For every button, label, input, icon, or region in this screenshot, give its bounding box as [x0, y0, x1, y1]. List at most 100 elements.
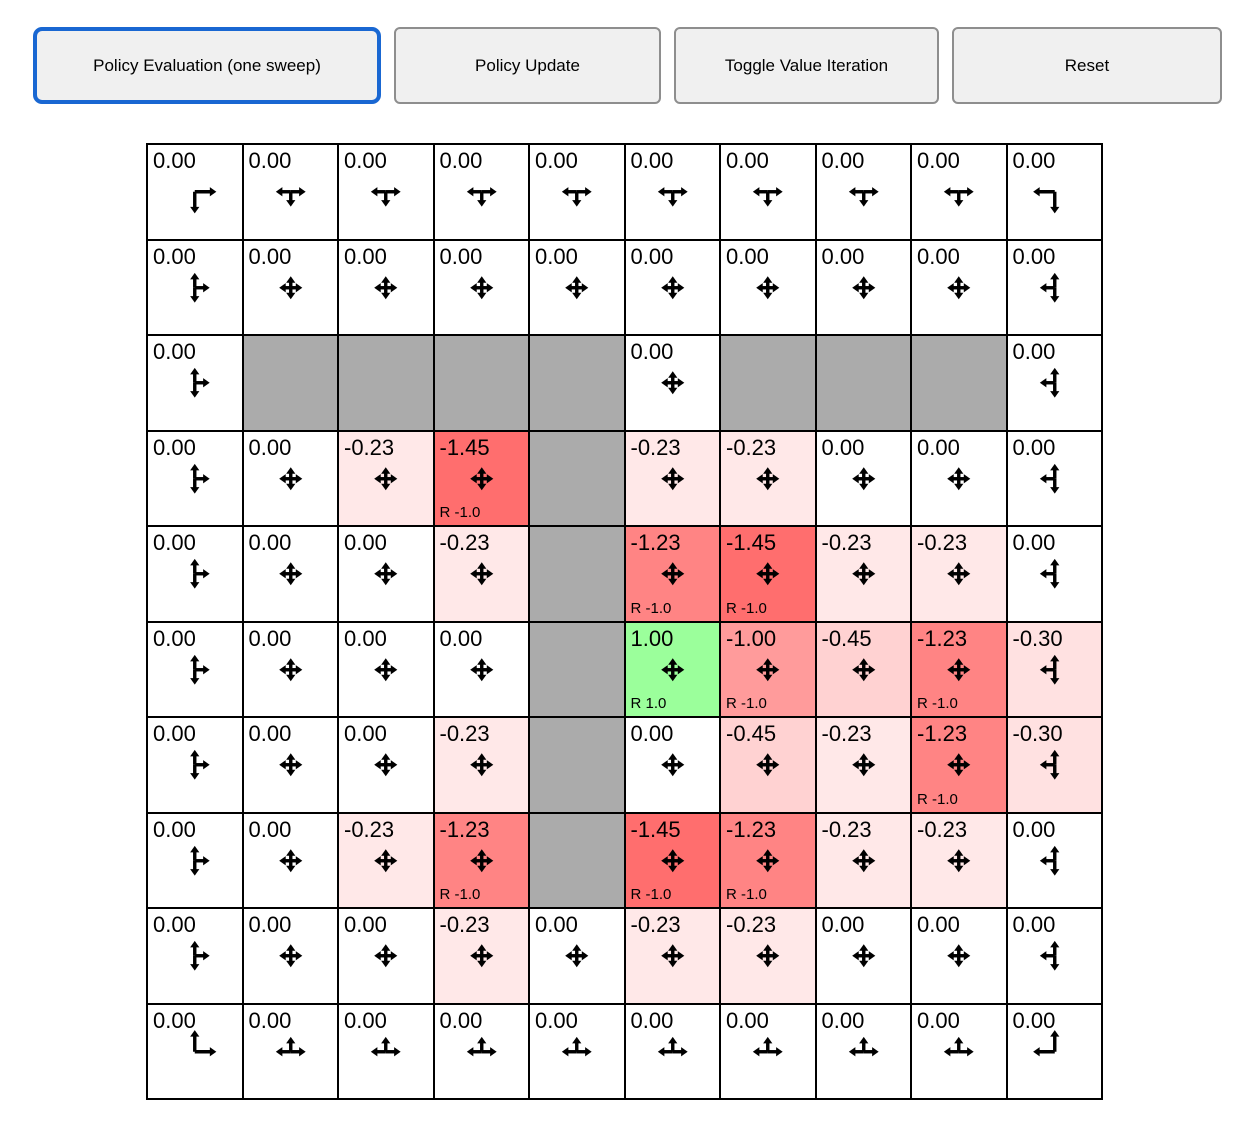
- wall-cell: [529, 526, 625, 622]
- policy-arrows-icon: [1039, 654, 1059, 685]
- grid-cell: 1.00 R 1.0: [624, 621, 720, 717]
- policy-arrows-icon: [1039, 463, 1059, 494]
- cell-value: 0.00: [630, 243, 674, 269]
- cell-value: 0.00: [344, 625, 387, 651]
- policy-arrows-icon: [469, 753, 493, 777]
- grid-cell: 0.00: [1006, 335, 1102, 431]
- policy-arrows-icon: [278, 848, 302, 872]
- cell-value: -0.23: [726, 912, 777, 937]
- policy-arrows-icon: [466, 187, 497, 207]
- policy-arrows-icon: [374, 275, 398, 299]
- grid-cell: 0.00: [147, 908, 243, 1004]
- grid-cell: -0.30: [1006, 621, 1102, 717]
- cell-value: 0.00: [535, 243, 578, 269]
- grid-cell: -0.23: [433, 908, 529, 1004]
- grid-cell: 0.00: [911, 430, 1007, 526]
- policy-arrows-icon: [660, 848, 684, 872]
- cell-value: 0.00: [917, 148, 960, 173]
- cell-value: 0.00: [439, 148, 483, 173]
- toolbar: Policy Evaluation (one sweep) Policy Upd…: [33, 27, 1222, 104]
- grid-cell: 0.00: [242, 1003, 338, 1099]
- cell-value: 0.00: [344, 721, 387, 746]
- grid-cell: -0.23: [815, 717, 911, 813]
- cell-value: 0.00: [153, 243, 196, 269]
- cell-value: 0.00: [821, 1007, 865, 1033]
- cell-value: 0.00: [153, 1007, 196, 1033]
- policy-arrows-icon: [374, 944, 398, 968]
- policy-arrows-icon: [374, 753, 398, 777]
- policy-evaluation-button[interactable]: Policy Evaluation (one sweep): [33, 27, 381, 104]
- grid-cell: 0.00: [433, 1003, 529, 1099]
- policy-arrows-icon: [947, 657, 971, 681]
- policy-arrows-icon: [190, 749, 210, 780]
- policy-arrows-icon: [278, 466, 302, 490]
- grid-cell: -1.23 R -1.0: [624, 526, 720, 622]
- cell-value: 0.00: [344, 243, 387, 269]
- cell-value: 0.00: [1012, 1007, 1056, 1033]
- grid-cell: 0.00: [433, 239, 529, 335]
- policy-arrows-icon: [278, 753, 302, 777]
- policy-update-button[interactable]: Policy Update: [394, 27, 661, 104]
- grid-cell: 0.00: [338, 526, 434, 622]
- grid-cell: 0.00: [624, 335, 720, 431]
- cell-value: 0.00: [726, 148, 769, 173]
- grid-cell: 0.00: [1006, 908, 1102, 1004]
- cell-value: 0.00: [917, 243, 960, 269]
- policy-arrows-icon: [1032, 1029, 1059, 1056]
- policy-arrows-icon: [190, 463, 210, 494]
- policy-arrows-icon: [756, 753, 780, 777]
- policy-arrows-icon: [275, 187, 306, 207]
- wall-cell: [529, 812, 625, 908]
- wall-cell: [338, 335, 434, 431]
- cell-value: 0.00: [821, 434, 865, 460]
- policy-arrows-icon: [278, 657, 302, 681]
- cell-value: 0.00: [439, 1007, 483, 1033]
- grid-cell: 0.00: [338, 239, 434, 335]
- grid-cell: 0.00: [242, 717, 338, 813]
- policy-arrows-icon: [374, 562, 398, 586]
- grid-cell: 0.00: [815, 1003, 911, 1099]
- grid-cell: 0.00: [720, 239, 816, 335]
- grid-cell: 0.00: [529, 144, 625, 240]
- cell-value: 0.00: [821, 148, 865, 173]
- cell-value: -1.23: [439, 816, 490, 842]
- cell-value: 0.00: [248, 912, 292, 937]
- policy-arrows-icon: [565, 275, 589, 299]
- cell-value: -0.23: [821, 530, 872, 555]
- grid-cell: -0.45: [720, 717, 816, 813]
- grid-cell: -0.23: [815, 526, 911, 622]
- policy-arrows-icon: [947, 848, 971, 872]
- cell-value: 0.00: [248, 434, 292, 460]
- cell-value: 0.00: [630, 339, 674, 364]
- cell-value: 0.00: [248, 1007, 292, 1033]
- cell-value: -1.23: [917, 625, 968, 651]
- cell-reward-label: R -1.0: [630, 599, 672, 617]
- grid-cell: 0.00: [433, 621, 529, 717]
- policy-arrows-icon: [190, 367, 210, 398]
- cell-value: 0.00: [248, 530, 292, 555]
- policy-arrows-icon: [660, 562, 684, 586]
- grid-cell: -1.45 R -1.0: [624, 812, 720, 908]
- toggle-value-iteration-button[interactable]: Toggle Value Iteration: [674, 27, 939, 104]
- cell-value: -0.23: [821, 721, 872, 746]
- cell-value: 1.00: [630, 625, 674, 651]
- grid-cell: 0.00: [147, 335, 243, 431]
- grid-cell: -1.45 R -1.0: [720, 526, 816, 622]
- cell-value: 0.00: [917, 434, 960, 460]
- cell-value: 0.00: [153, 625, 196, 651]
- policy-arrows-icon: [1039, 749, 1059, 780]
- cell-reward-label: R -1.0: [439, 504, 481, 521]
- grid-cell: -0.23: [624, 430, 720, 526]
- cell-value: -0.23: [439, 912, 490, 937]
- grid-cell: 0.00: [147, 812, 243, 908]
- reset-button[interactable]: Reset: [952, 27, 1222, 104]
- policy-arrows-icon: [370, 1036, 401, 1056]
- grid-cell: 0.00: [147, 239, 243, 335]
- cell-value: -1.23: [726, 816, 777, 842]
- grid-cell: 0.00: [1006, 812, 1102, 908]
- wall-cell: [529, 335, 625, 431]
- cell-value: 0.00: [344, 1007, 387, 1033]
- cell-value: -1.45: [630, 816, 681, 842]
- cell-value: 0.00: [153, 816, 196, 842]
- cell-value: -0.23: [344, 434, 395, 460]
